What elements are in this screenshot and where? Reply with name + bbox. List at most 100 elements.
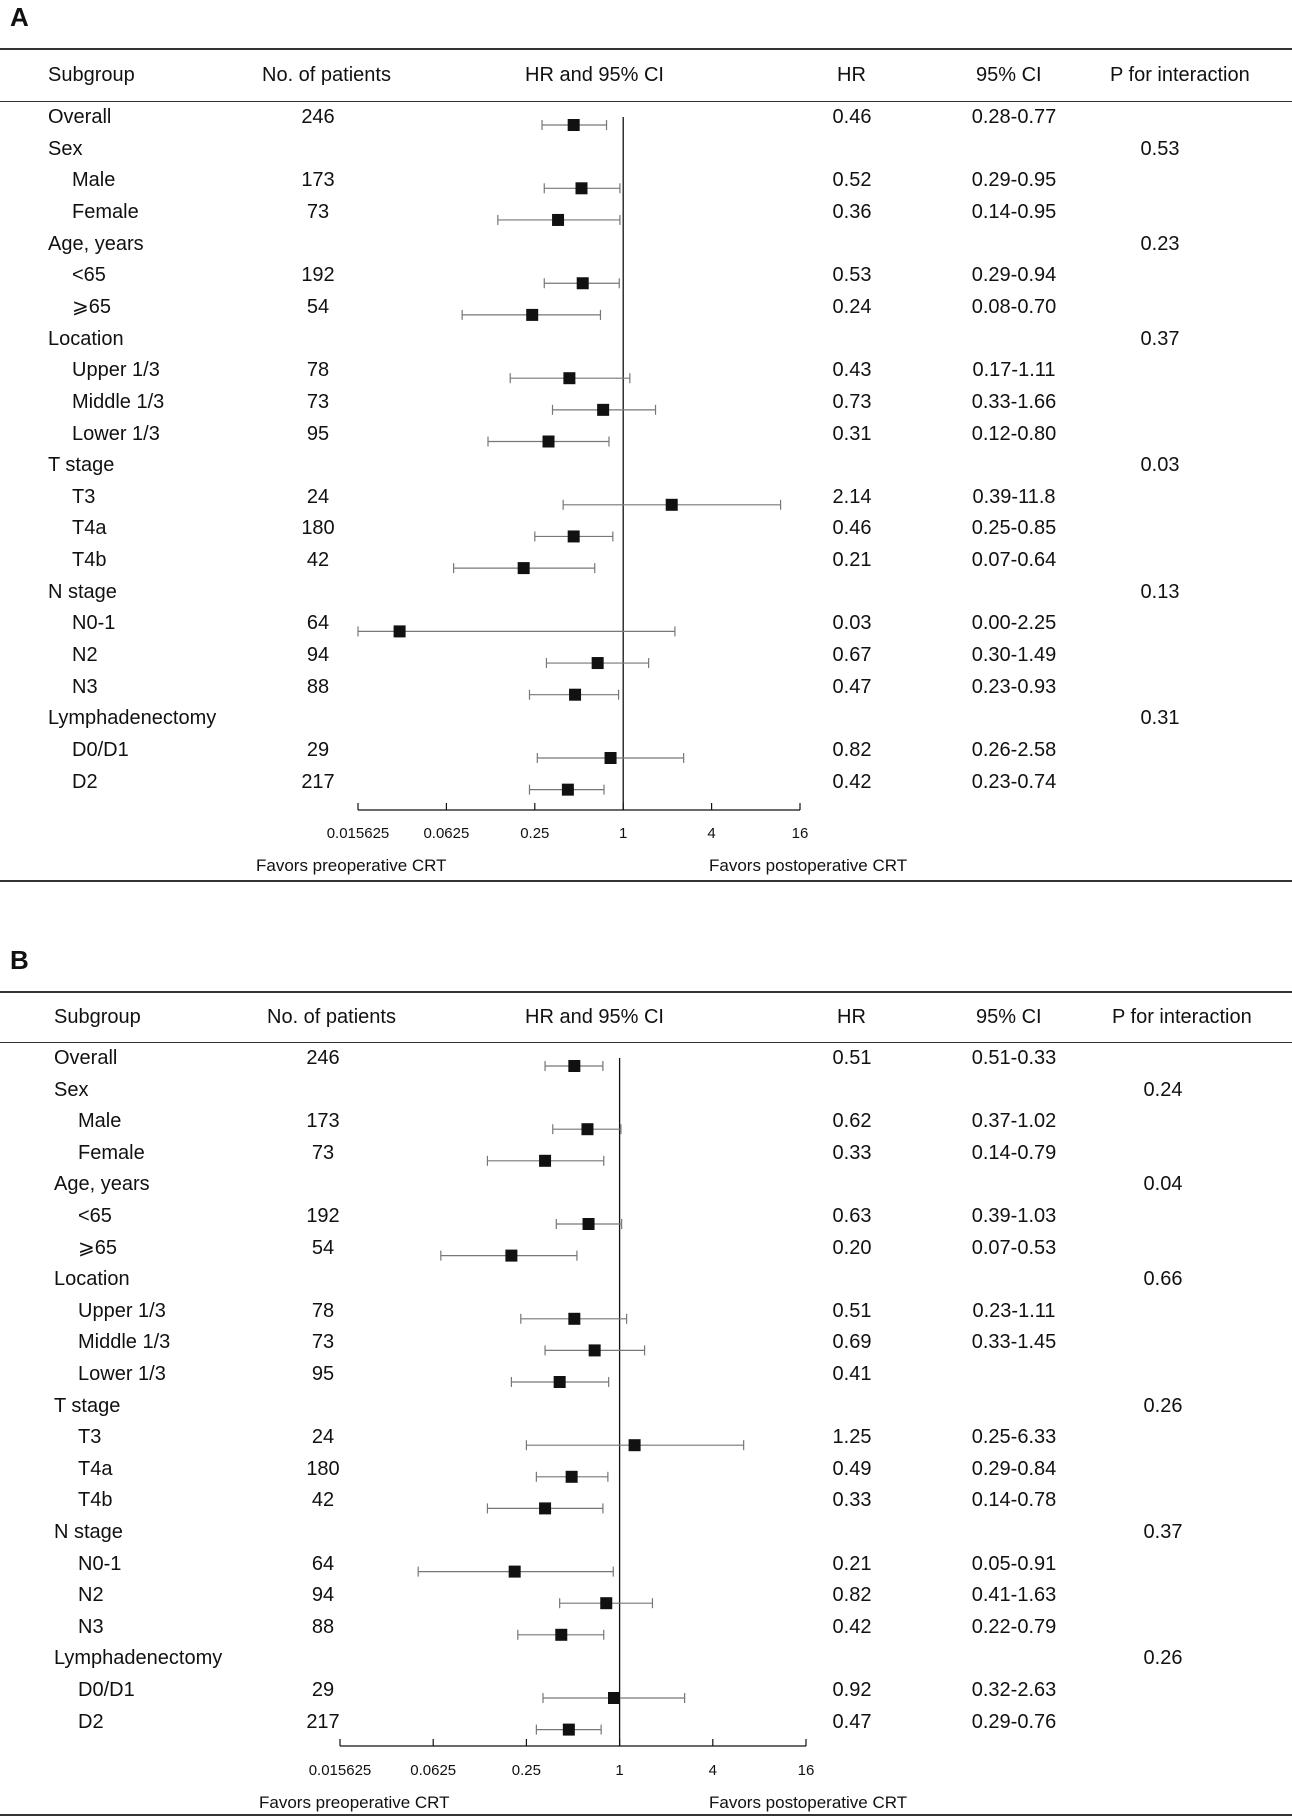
top-rule (0, 991, 1292, 993)
row-patients: 246 (301, 106, 335, 128)
bottom-rule (0, 1814, 1292, 1816)
row-p: 0.37 (1143, 1521, 1183, 1543)
row-label: Lower 1/3 (78, 1363, 166, 1385)
row-hr: 0.42 (832, 770, 872, 793)
x-tick-label: 16 (792, 825, 809, 842)
row-label: <65 (78, 1205, 112, 1227)
axis-left-label: Favors preoperative CRT (259, 1793, 450, 1812)
row-label: Location (48, 327, 124, 350)
hr-marker (553, 1376, 566, 1388)
forest-plot: 0.015625 0.0625 0.25 1 4 16 (309, 1058, 814, 1779)
row-label: Upper 1/3 (78, 1299, 166, 1322)
header-ci: 95% CI (976, 1006, 1042, 1028)
row-patients: 24 (311, 1426, 335, 1449)
row-patients: 29 (306, 739, 330, 761)
row-p: 0.37 (1140, 327, 1180, 350)
row-label: N0-1 (72, 612, 116, 635)
row-hr: 0.53 (832, 264, 872, 287)
row-label: D0/D1 (78, 1679, 135, 1701)
row-label: T4b (72, 549, 107, 572)
row-p: 0.13 (1140, 580, 1180, 603)
row-ci: 0.26-2.58 (971, 739, 1057, 761)
row-hr: 0.03 (832, 612, 872, 635)
row-patients: 42 (306, 549, 330, 572)
row-hr: 0.33 (832, 1141, 872, 1164)
x-tick-label: 0.25 (520, 825, 549, 842)
header-p: P for interaction (1110, 64, 1250, 86)
row-ci: 0.12-0.80 (971, 422, 1057, 445)
panel-label-a: A (10, 2, 29, 32)
bottom-rule (0, 880, 1292, 882)
hr-marker (552, 213, 565, 226)
x-tick-label: 1 (619, 825, 627, 842)
axis-right-label: Favors postoperative CRT (709, 1793, 908, 1812)
row-ci: 0.41-1.63 (971, 1584, 1057, 1607)
hr-marker (568, 1060, 581, 1072)
row-hr: 0.51 (832, 1299, 872, 1322)
row-label: Overall (48, 106, 112, 128)
panel-b: B Subgroup No. of patients HR and 95% CI… (0, 941, 1292, 1817)
row-p: 0.66 (1143, 1268, 1183, 1291)
row-hr: 0.67 (832, 644, 872, 667)
row-ci: 0.39-11.8 (972, 485, 1056, 508)
row-p: 0.53 (1140, 137, 1180, 160)
row-label: N3 (78, 1615, 104, 1638)
x-tick-label: 0.0625 (423, 825, 469, 842)
row-p: 0.26 (1143, 1394, 1183, 1417)
row-p: 0.23 (1140, 232, 1180, 255)
panel-label-b: B (10, 945, 29, 975)
hr-marker (576, 277, 589, 290)
x-tick-label: 0.015625 (327, 825, 390, 842)
hr-marker (591, 657, 604, 670)
row-patients: 88 (306, 675, 330, 698)
header-patients: No. of patients (267, 1006, 396, 1028)
row-label: Sex (48, 137, 83, 160)
hr-marker (526, 308, 539, 321)
row-label: T stage (48, 454, 115, 477)
row-label: ⩾65 (72, 295, 112, 318)
row-ci: 0.25-6.33 (971, 1426, 1057, 1449)
hr-marker (582, 1218, 595, 1230)
row-label: N stage (48, 580, 117, 603)
row-label: Age, years (54, 1173, 150, 1196)
hr-marker (517, 562, 530, 575)
hr-marker (565, 1470, 578, 1483)
row-patients: 95 (306, 422, 330, 445)
row-hr: 0.49 (832, 1457, 872, 1480)
row-hr: 1.25 (832, 1426, 872, 1449)
row-patients: 54 (306, 295, 330, 318)
header-hr: HR (837, 1006, 866, 1028)
row-patients: 73 (306, 390, 330, 413)
x-tick-label: 0.25 (512, 1762, 541, 1779)
row-label: Upper 1/3 (72, 359, 160, 382)
row-hr: 0.46 (832, 517, 872, 540)
row-label: T stage (54, 1394, 121, 1417)
row-ci: 0.23-1.11 (972, 1299, 1056, 1322)
axis-left-label: Favors preoperative CRT (256, 856, 447, 875)
row-label: Female (72, 200, 139, 223)
hr-marker (563, 372, 576, 385)
row-hr: 0.63 (832, 1205, 872, 1227)
row-patients: 64 (306, 612, 330, 635)
hr-marker (542, 435, 555, 448)
row-label: T4b (78, 1489, 113, 1512)
row-hr: 0.41 (832, 1363, 872, 1385)
row-patients: 94 (311, 1584, 335, 1607)
hr-marker (555, 1628, 568, 1641)
row-label: <65 (72, 264, 106, 287)
hr-marker (575, 182, 588, 195)
header-patients: No. of patients (262, 64, 391, 86)
row-ci: 0.05-0.91 (971, 1552, 1057, 1575)
header-rule (0, 1042, 1292, 1043)
hr-marker (607, 1692, 620, 1704)
x-tick-label: 4 (707, 825, 715, 842)
row-ci: 0.23-0.74 (971, 770, 1057, 793)
header-ci: 95% CI (976, 64, 1042, 86)
row-hr: 0.62 (832, 1110, 872, 1133)
row-ci: 0.14-0.79 (971, 1141, 1057, 1164)
row-label: Overall (54, 1047, 118, 1069)
row-patients: 173 (301, 169, 335, 192)
row-ci: 0.29-0.84 (971, 1457, 1057, 1480)
row-patients: 217 (306, 1710, 340, 1733)
row-ci: 0.08-0.70 (971, 295, 1057, 318)
